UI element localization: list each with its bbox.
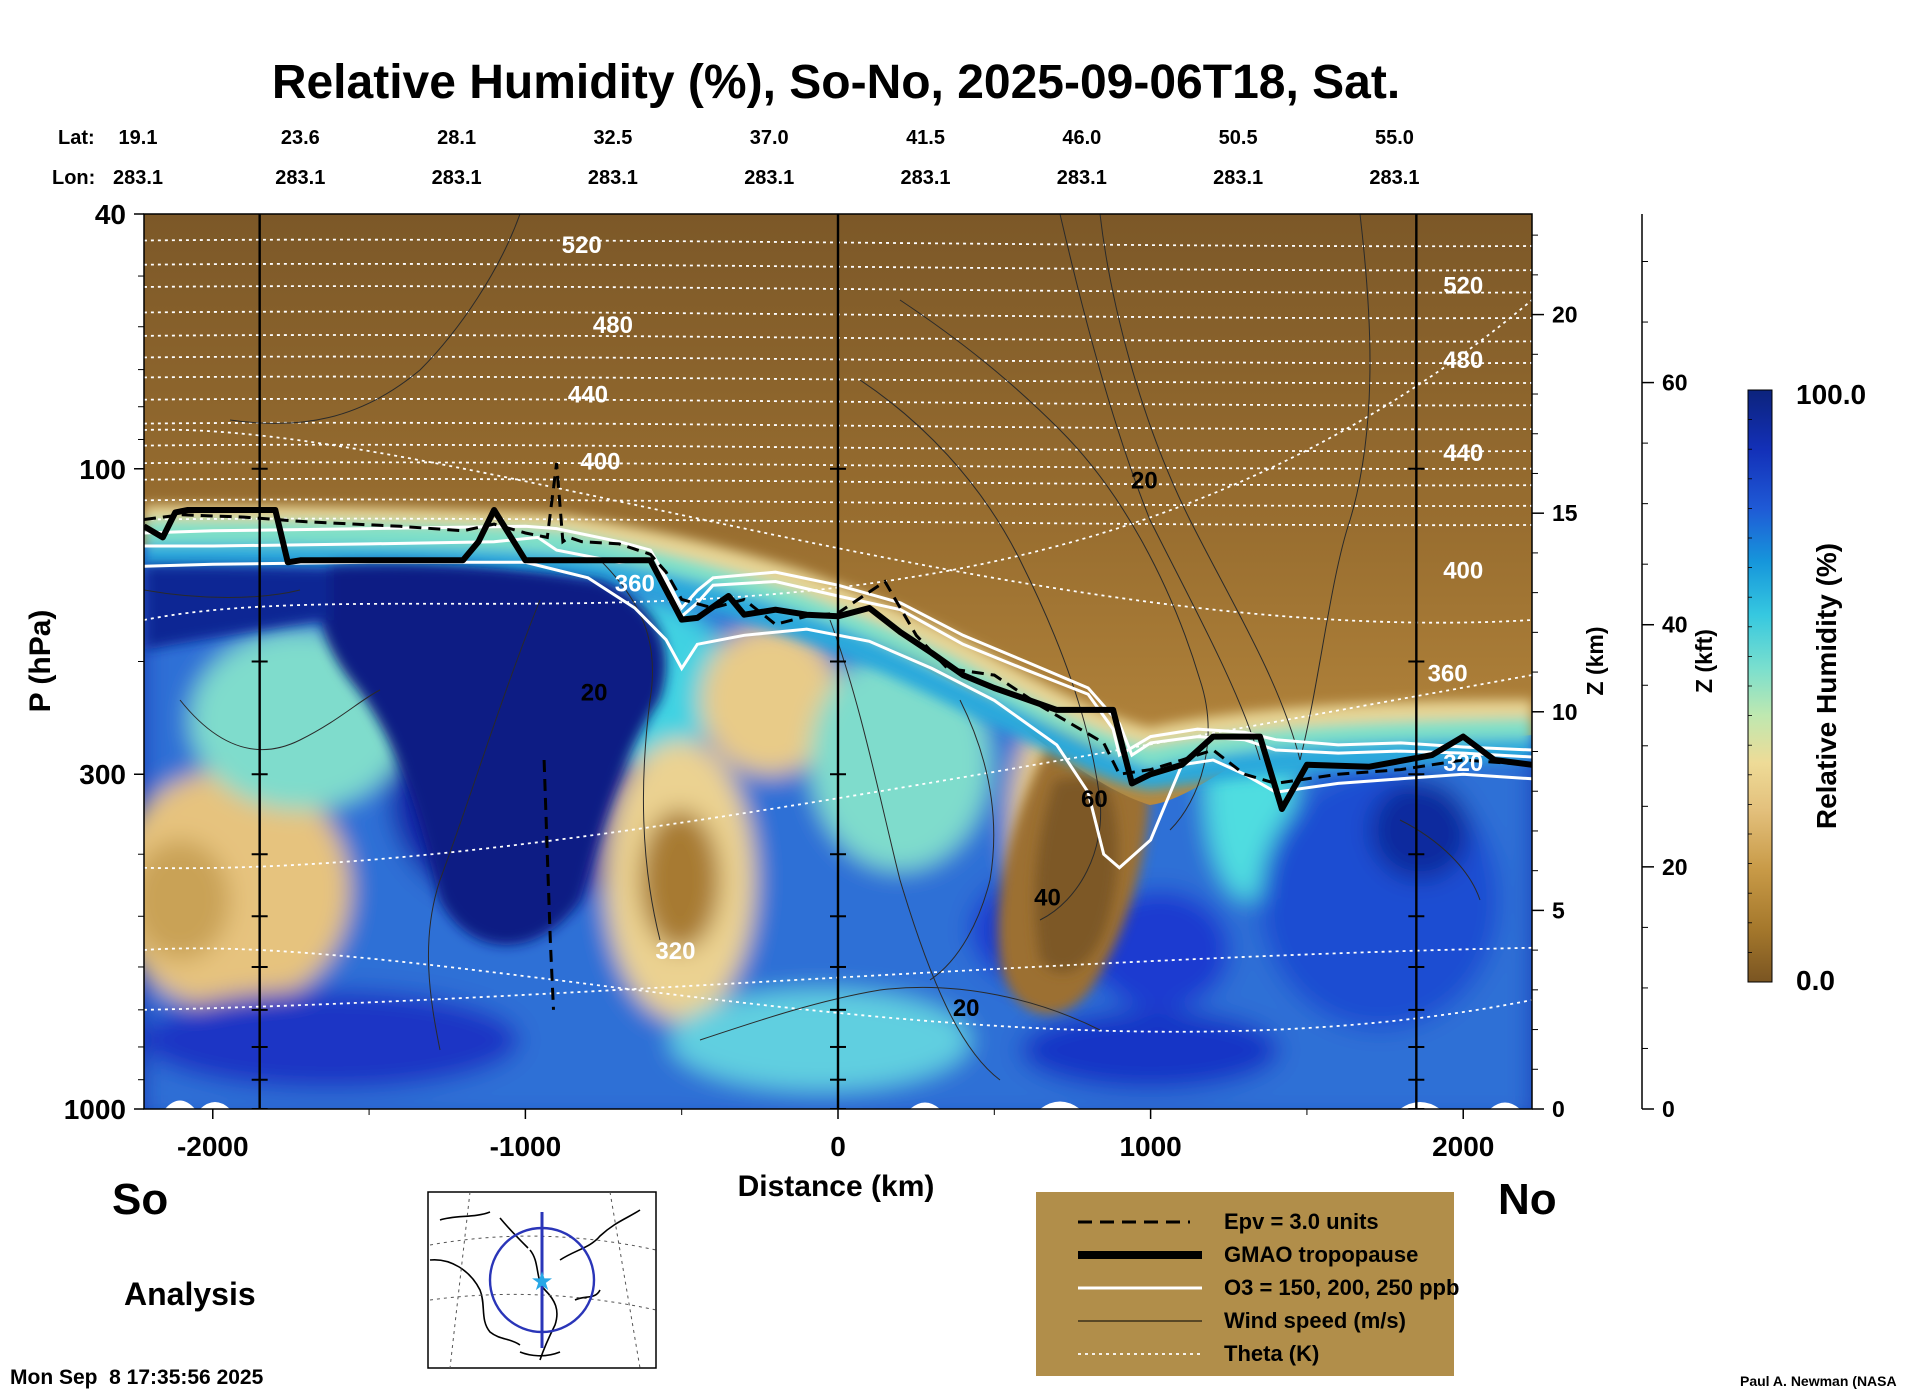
x-axis-title: Distance (km) — [738, 1170, 935, 1203]
map-coastlines — [429, 1209, 641, 1361]
lat-value: 46.0 — [1062, 127, 1101, 149]
analysis-label: Analysis — [124, 1276, 256, 1312]
legend-label-tropopause: GMAO tropopause — [1224, 1242, 1418, 1267]
lon-value: 283.1 — [588, 167, 638, 189]
epv-line — [542, 759, 555, 1010]
contour-labels: 520 480 440 400 360 320 520 480 440 400 360 320 20 20… — [562, 232, 1484, 1022]
timestamp: Mon Sep 8 17:35:56 2025 — [10, 1366, 264, 1389]
theta-contour-label: 360 — [615, 571, 655, 598]
colorbar-min-label: 0.0 — [1796, 965, 1835, 996]
x-tick-label: 2000 — [1432, 1131, 1494, 1162]
z-km-tick-label: 15 — [1552, 500, 1578, 526]
lon-value: 283.1 — [901, 167, 951, 189]
lon-value: 283.1 — [744, 167, 794, 189]
z-kft-tick-label: 60 — [1662, 370, 1688, 396]
chart-title: Relative Humidity (%), So-No, 2025-09-06… — [272, 56, 1400, 109]
section-reference-lines — [251, 214, 1425, 1109]
lat-value: 37.0 — [750, 127, 789, 149]
latlon-values: 19.1 23.6 28.1 32.5 37.0 41.5 46.0 50.5 55.0 283.… — [113, 127, 1420, 189]
z-km-tick-label: 0 — [1552, 1096, 1565, 1122]
z-kft-tick-label: 20 — [1662, 854, 1688, 880]
theta-contour-label: 360 — [1428, 660, 1468, 687]
theta-line — [144, 946, 1532, 1011]
lon-label: Lon: — [52, 167, 95, 189]
p-tick-label: 1000 — [64, 1094, 126, 1125]
theta-line — [144, 947, 1532, 1033]
theta-contour-label: 320 — [655, 938, 695, 965]
x-tick-label: -2000 — [177, 1131, 249, 1162]
lat-value: 32.5 — [593, 127, 632, 149]
theta-line — [144, 428, 1532, 624]
colorbar-max-label: 100.0 — [1796, 379, 1866, 410]
legend-label-epv: Epv = 3.0 units — [1224, 1209, 1379, 1234]
theta-line — [144, 674, 1532, 870]
legend-label-theta: Theta (K) — [1224, 1341, 1319, 1366]
map-inset: ★ — [427, 1191, 657, 1369]
theta-contour-label: 400 — [580, 448, 620, 475]
p-tick-label: 100 — [79, 454, 126, 485]
wind-speed-contours — [144, 214, 1481, 1081]
colorbar-ticks — [1748, 389, 1752, 983]
lon-value: 283.1 — [1213, 167, 1263, 189]
z-km-tick-label: 5 — [1552, 897, 1565, 923]
x-tick-label: 0 — [830, 1131, 846, 1162]
p-tick-label: 40 — [95, 199, 126, 230]
wind-contour-label: 20 — [581, 680, 608, 707]
lat-value: 23.6 — [281, 127, 320, 149]
theta-contour-label: 320 — [1443, 750, 1483, 777]
lon-value: 283.1 — [113, 167, 163, 189]
lon-value: 283.1 — [1369, 167, 1419, 189]
theta-contour-label: 440 — [568, 381, 608, 408]
epv-line — [144, 463, 1532, 785]
x-tick-label: 1000 — [1119, 1131, 1181, 1162]
o3-line — [144, 560, 1532, 870]
latlon-header: Lat: Lon: 19.1 23.6 28.1 32.5 37.0 41.5 46.0 50… — [52, 127, 1419, 189]
z-km-tick-label: 20 — [1552, 302, 1578, 328]
legend-label-wind: Wind speed (m/s) — [1224, 1308, 1406, 1333]
z-km-axis-title: Z (km) — [1582, 627, 1608, 696]
lat-value: 50.5 — [1219, 127, 1258, 149]
lat-value: 41.5 — [906, 127, 945, 149]
lat-value: 55.0 — [1375, 127, 1414, 149]
plot-area: 520 480 440 400 360 320 520 480 440 400 360 320 20 20… — [144, 214, 1532, 1109]
surface-mask — [165, 1100, 1520, 1109]
z-kft-tick-label: 0 — [1662, 1096, 1675, 1122]
wind-contour-label: 60 — [1081, 786, 1108, 813]
epv-contours — [144, 463, 1532, 1010]
theta-contour-label: 520 — [1443, 272, 1483, 299]
axes: -2000 -1000 0 1000 2000100030010040051015200… — [64, 199, 1688, 1162]
wind-contour-label: 40 — [1034, 884, 1061, 911]
credit: Paul A. Newman (NASA — [1740, 1373, 1897, 1389]
map-center-star-icon: ★ — [530, 1267, 553, 1297]
theta-contour-label: 480 — [1443, 347, 1483, 374]
theta-contour-label: 480 — [593, 312, 633, 339]
theta-line — [144, 299, 1532, 621]
x-tick-label: -1000 — [490, 1131, 562, 1162]
colorbar-title: Relative Humidity (%) — [1811, 543, 1842, 829]
lat-label: Lat: — [58, 127, 95, 149]
z-kft-axis-title: Z (kft) — [1691, 629, 1717, 693]
north-label: No — [1498, 1175, 1557, 1224]
z-kft-tick-label: 40 — [1662, 612, 1688, 638]
z-km-tick-label: 10 — [1552, 699, 1578, 725]
lat-value: 19.1 — [119, 127, 158, 149]
legend-label-o3: O3 = 150, 200, 250 ppb — [1224, 1275, 1459, 1300]
legend: Epv = 3.0 units GMAO tropopause O3 = 150… — [1036, 1192, 1459, 1376]
theta-contour-label: 520 — [562, 232, 602, 259]
south-label: So — [112, 1175, 168, 1224]
wind-contour-label: 20 — [1131, 468, 1158, 495]
y-axis-title: P (hPa) — [24, 610, 57, 713]
lon-value: 283.1 — [432, 167, 482, 189]
theta-contour-label: 400 — [1443, 557, 1483, 584]
lon-value: 283.1 — [1057, 167, 1107, 189]
theta-contour-label: 440 — [1443, 440, 1483, 467]
lon-value: 283.1 — [275, 167, 325, 189]
wind-contour-label: 20 — [953, 995, 980, 1022]
colorbar: 100.0 0.0 Relative Humidity (%) — [1747, 379, 1866, 996]
p-tick-label: 300 — [79, 759, 126, 790]
lat-value: 28.1 — [437, 127, 476, 149]
